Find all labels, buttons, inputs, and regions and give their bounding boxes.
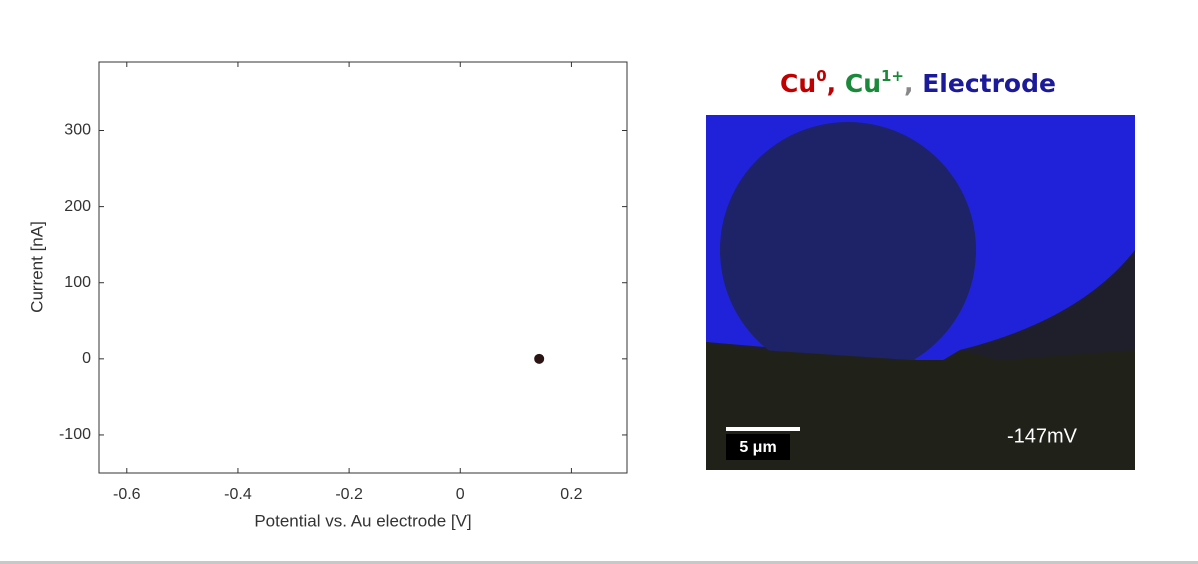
x-tick-label: 0 xyxy=(456,486,465,503)
y-tick-label: 200 xyxy=(64,198,91,215)
x-tick-label: -0.4 xyxy=(224,486,252,503)
axes-frame xyxy=(98,61,628,474)
y-tick-label: 0 xyxy=(82,350,91,367)
y-tick-label: 100 xyxy=(64,274,91,291)
title-part: 0 xyxy=(816,67,826,85)
image-title: Cu0, Cu1+, Electrode xyxy=(780,67,1056,99)
title-part: Electrode xyxy=(922,69,1056,98)
copper-region xyxy=(720,122,976,378)
data-point xyxy=(534,353,545,364)
dark-region-edge xyxy=(706,342,1135,470)
title-part: Cu xyxy=(845,69,881,98)
title-part: , xyxy=(904,69,914,98)
scale-label: 5 μm xyxy=(739,439,776,456)
title-part: Cu xyxy=(780,69,816,98)
scale-label-box xyxy=(726,434,790,460)
y-tick-label: -100 xyxy=(59,426,91,443)
x-tick-label: 0.2 xyxy=(560,486,582,503)
title-part: 1+ xyxy=(881,67,904,85)
potential-label: -147mV xyxy=(1007,425,1078,447)
x-tick-label: -0.2 xyxy=(335,486,363,503)
title-part: , xyxy=(827,69,837,98)
micrograph: 5 μm -147mV xyxy=(706,115,1135,470)
plot: Potential vs. Au electrode [V] Current [… xyxy=(27,61,628,530)
y-axis-label: Current [nA] xyxy=(27,221,46,313)
y-tick-label: 300 xyxy=(64,122,91,139)
x-tick-label: -0.6 xyxy=(113,486,141,503)
scale-bar xyxy=(726,427,800,431)
x-axis-label: Potential vs. Au electrode [V] xyxy=(254,511,471,530)
